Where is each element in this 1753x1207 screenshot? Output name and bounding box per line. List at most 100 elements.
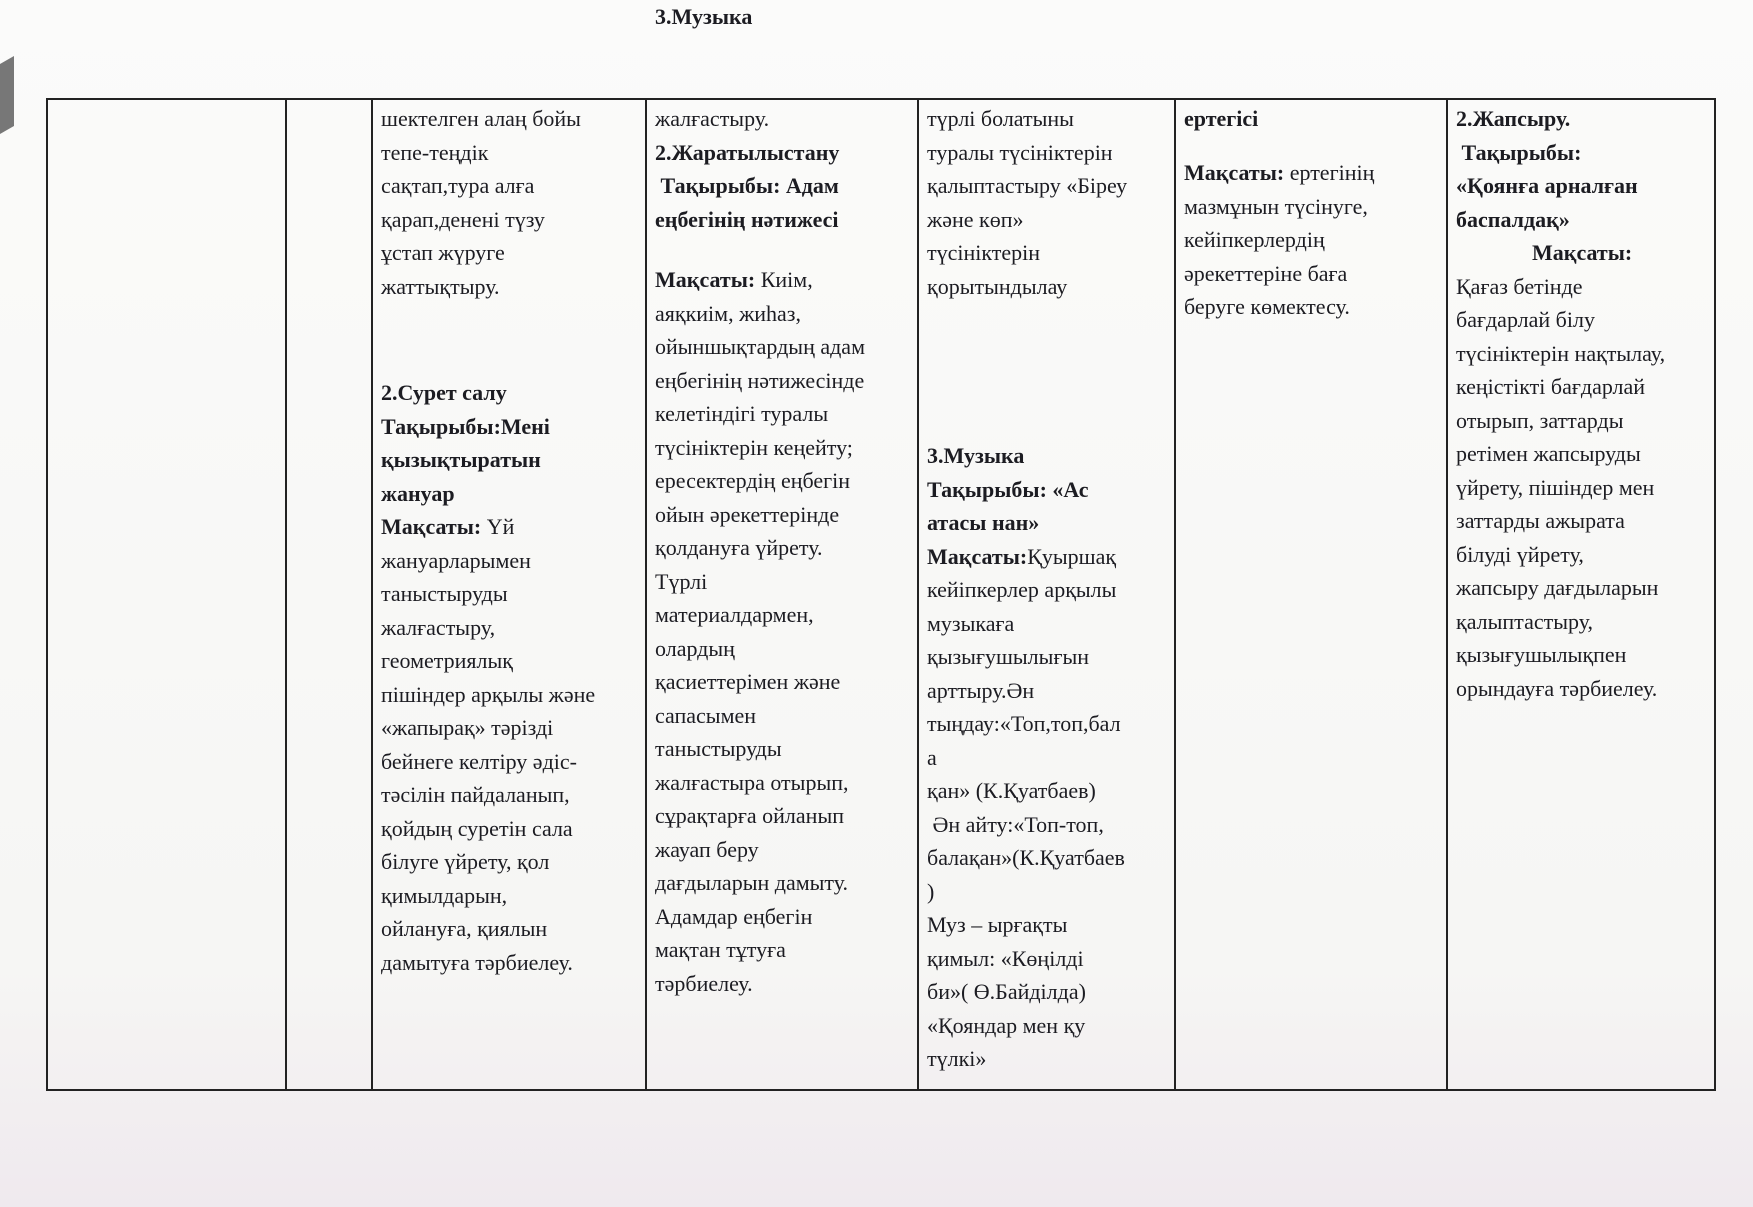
- text-line: ертегісі: [1184, 102, 1258, 136]
- paragraph: Мақсаты: ертегінің мазмұнын түсінуге, кейі…: [1184, 156, 1374, 324]
- bold-text: 2.Сурет салу: [381, 380, 507, 405]
- text-line: ересектердің еңбегін: [655, 468, 851, 493]
- text-line: Мақсаты:Қуыршақ: [927, 540, 1125, 574]
- text-line: 2.Жапсыру.: [1456, 102, 1665, 136]
- table-border: [46, 98, 1716, 100]
- text-line: қызығушылығын: [927, 644, 1090, 669]
- table-border: [917, 98, 919, 1091]
- text-line: олардың: [655, 635, 735, 661]
- text-line: тыңдау:«Топ,топ,бал: [927, 711, 1121, 736]
- text-line: қан» (К.Қуатбаев): [927, 778, 1096, 803]
- text-line: аяқкиім, жиһаз,: [655, 300, 801, 326]
- bold-text: Тақырыбы:: [1456, 139, 1582, 165]
- text: ертегінің: [1284, 160, 1375, 185]
- text-line: «жапырақ» тәрізді: [381, 715, 554, 740]
- text-line: Мақсаты: ертегінің: [1184, 156, 1374, 190]
- table-border: [1174, 98, 1176, 1091]
- text-line: жаттықтыру.: [381, 273, 500, 299]
- paragraph: түрлі болатыны туралы түсініктерін қалыпта…: [927, 102, 1127, 303]
- text-line: дамытуға тәрбиелеу.: [381, 949, 573, 975]
- bold-text: ертегісі: [1184, 106, 1259, 131]
- text-line: ): [927, 878, 935, 904]
- text-line: би»( Ө.Байділда): [927, 979, 1086, 1004]
- text-line: Тақырыбы: «Ас: [927, 473, 1125, 507]
- table-border: [46, 98, 48, 1091]
- text-line: еңбегінің нәтижесі: [655, 203, 839, 237]
- text-line: жалғастыра отырып,: [655, 769, 849, 795]
- table-border: [46, 1089, 1716, 1091]
- text-line: жануар: [381, 477, 595, 511]
- text-line: қойдың суретін сала: [381, 815, 573, 841]
- paragraph: 2.Жапсыру. Тақырыбы: «Қоянға арналған басп…: [1456, 102, 1665, 705]
- text-line: тәсілін пайдаланып,: [381, 782, 570, 807]
- text-line: мақтан тұтуға: [655, 937, 786, 962]
- bold-text: Тақырыбы: «Ас: [927, 476, 1089, 502]
- text-line: түлкі»: [927, 1046, 987, 1071]
- text-line: білуді үйрету,: [1456, 541, 1584, 567]
- text-line: қимыл: «Көңілді: [927, 945, 1084, 971]
- text-line: Түрлі: [655, 568, 708, 594]
- text-line: Мақсаты: Үй: [381, 510, 595, 544]
- text-line: әрекеттеріне баға: [1184, 260, 1348, 286]
- bold-text: атасы нан»: [927, 510, 1040, 535]
- text-line: пішіндер арқылы және: [381, 681, 596, 707]
- bold-text: қызықтыратын: [381, 447, 541, 472]
- text-line: ойын әрекеттерінде: [655, 501, 840, 527]
- text: Қуыршақ: [1027, 543, 1117, 569]
- text-line: «Қоянға арналған: [1456, 169, 1665, 203]
- text-line: материалдармен,: [655, 602, 814, 627]
- text-line: жануарларымен: [381, 547, 531, 573]
- paragraph: 2.Сурет салу Тақырыбы:Мені қызықтыратын жан…: [381, 376, 595, 979]
- text-line: ойлануға, қиялын: [381, 916, 548, 941]
- text: Киім,: [755, 267, 813, 292]
- text-line: музыкаға: [927, 610, 1015, 636]
- text-line: 3.Музыка: [927, 439, 1125, 473]
- text-line: ойыншықтардың адам: [655, 334, 865, 359]
- text-line: үйрету, пішіндер мен: [1456, 474, 1655, 500]
- text-line: түсініктерін: [927, 240, 1041, 265]
- text-line: Қағаз бетінде: [1456, 273, 1583, 299]
- text-line: таныстыруды: [655, 736, 782, 761]
- text-line: таныстыруды: [381, 581, 508, 606]
- text-line: Мақсаты:: [1456, 236, 1665, 270]
- bold-text: «Қоянға арналған: [1456, 173, 1638, 198]
- text-line: тәрбиелеу.: [655, 970, 753, 996]
- text-line: және көп»: [927, 206, 1024, 232]
- table-border: [1714, 98, 1716, 1091]
- table-border: [1446, 98, 1448, 1091]
- text-line: 2.Сурет салу: [381, 376, 595, 410]
- text-line: туралы түсініктерін: [927, 139, 1113, 165]
- text-line: заттарды ажырата: [1456, 508, 1625, 533]
- table-border: [371, 98, 373, 1091]
- text-line: сұрақтарға ойланып: [655, 803, 844, 828]
- text-line: қасиеттерімен және: [655, 669, 841, 694]
- text-line: қорытындылау: [927, 273, 1068, 299]
- text-line: беруге көмектесу.: [1184, 294, 1350, 319]
- bold-text: 2.Жапсыру.: [1456, 106, 1571, 131]
- text-line: «Қояндар мен қу: [927, 1012, 1086, 1038]
- bold-text: 2.Жаратылыстану: [655, 139, 840, 165]
- text-line: қарап,денені түзу: [381, 206, 545, 232]
- bold-text: Мақсаты:: [655, 267, 756, 292]
- paragraph: шектелген алаң бойы тепе-теңдік сақтап,тур…: [381, 102, 581, 303]
- text-line: қолдануға үйрету.: [655, 535, 823, 560]
- text-line: келетіндігі туралы: [655, 401, 829, 426]
- bold-text: баспалдақ»: [1456, 206, 1570, 232]
- text-line: Адамдар еңбегін: [655, 903, 813, 929]
- text-line: геометриялық: [381, 648, 513, 673]
- text-line: түрлі болатыны: [927, 106, 1074, 131]
- text-line: Тақырыбы:: [1456, 136, 1665, 170]
- paragraph: 3.Музыка: [655, 0, 752, 34]
- bold-text: Тақырыбы:Мені: [381, 413, 550, 439]
- bold-text: Мақсаты:: [1184, 160, 1285, 185]
- text-line: кеңістікті бағдарлай: [1456, 374, 1646, 399]
- text-line: Тақырыбы: Адам: [655, 169, 839, 203]
- text-line: түсініктерін нақтылау,: [1456, 340, 1666, 366]
- bold-text: жануар: [381, 480, 455, 506]
- text-line: қалыптастыру «Біреу: [927, 173, 1128, 198]
- text-line: бейнеге келтіру әдіс-: [381, 748, 577, 774]
- text-line: балақан»(К.Қуатбаев: [927, 845, 1125, 870]
- text-line: Муз – ырғақты: [927, 912, 1068, 937]
- bold-text: Мақсаты:: [927, 543, 1028, 569]
